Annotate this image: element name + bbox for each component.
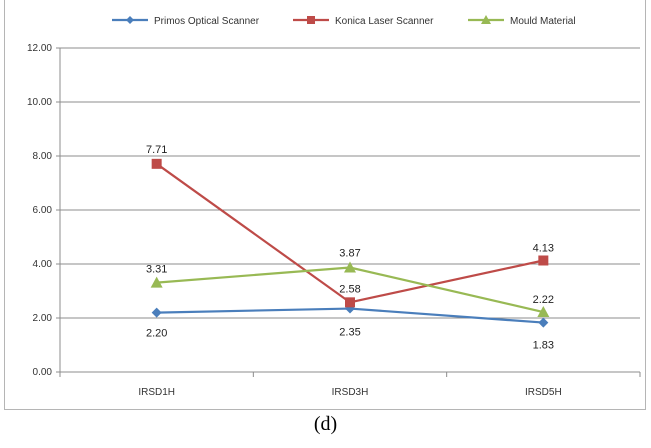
x-tick-label: IRSD5H: [525, 387, 562, 398]
y-tick-label: 2.00: [33, 313, 53, 324]
data-point-square: [345, 297, 355, 308]
axes: 0.00 2.00 4.00 6.00 8.00 10.00 12.00 IRSD1H IRSD…: [27, 43, 641, 398]
data-point-triangle: [481, 15, 491, 24]
y-tick-label: 12.00: [27, 43, 52, 54]
data-point-diamond: [538, 317, 549, 328]
y-tick-label: 4.00: [33, 259, 53, 270]
data-label: 4.13: [533, 242, 554, 254]
gridlines: [60, 47, 640, 319]
data-point-square: [151, 158, 162, 169]
data-point-square: [538, 255, 549, 266]
data-label: 2.58: [339, 283, 360, 295]
data-label: 3.31: [146, 264, 167, 276]
chart-frame: [4, 0, 646, 410]
data-label: 2.22: [533, 294, 554, 306]
series-layer: [150, 158, 550, 328]
data-label: 3.87: [339, 248, 360, 260]
legend: Primos Optical Scanner Konica Laser Scann…: [112, 15, 576, 27]
y-tick-label: 6.00: [33, 205, 53, 216]
x-tick-label: IRSD1H: [138, 387, 175, 398]
legend-label: Mould Material: [510, 16, 576, 27]
line-chart: 0.00 2.00 4.00 6.00 8.00 10.00 12.00 IRSD1H IRSD…: [27, 15, 641, 398]
x-tick-label: IRSD3H: [332, 387, 369, 398]
data-point-triangle: [150, 276, 163, 288]
legend-label: Konica Laser Scanner: [335, 16, 434, 27]
data-point-diamond: [126, 16, 134, 24]
data-label: 2.20: [146, 328, 167, 340]
series-line: [156, 162, 544, 304]
data-point-triangle: [344, 261, 356, 273]
data-point-square: [307, 16, 315, 24]
data-point-diamond: [151, 307, 162, 318]
data-label: 1.83: [533, 340, 554, 352]
y-tick-label: 10.00: [27, 97, 52, 108]
data-label: 7.71: [146, 144, 167, 156]
data-label: 2.35: [339, 327, 360, 339]
y-tick-label: 0.00: [33, 367, 53, 378]
legend-label: Primos Optical Scanner: [154, 16, 260, 27]
data-point-triangle: [537, 306, 550, 318]
data-labels: 2.20 2.35 1.83 7.71 2.58 4.13 3.31 3.87 2.22: [146, 144, 554, 352]
figure-caption: (d): [313, 413, 338, 435]
y-tick-label: 8.00: [33, 151, 53, 162]
